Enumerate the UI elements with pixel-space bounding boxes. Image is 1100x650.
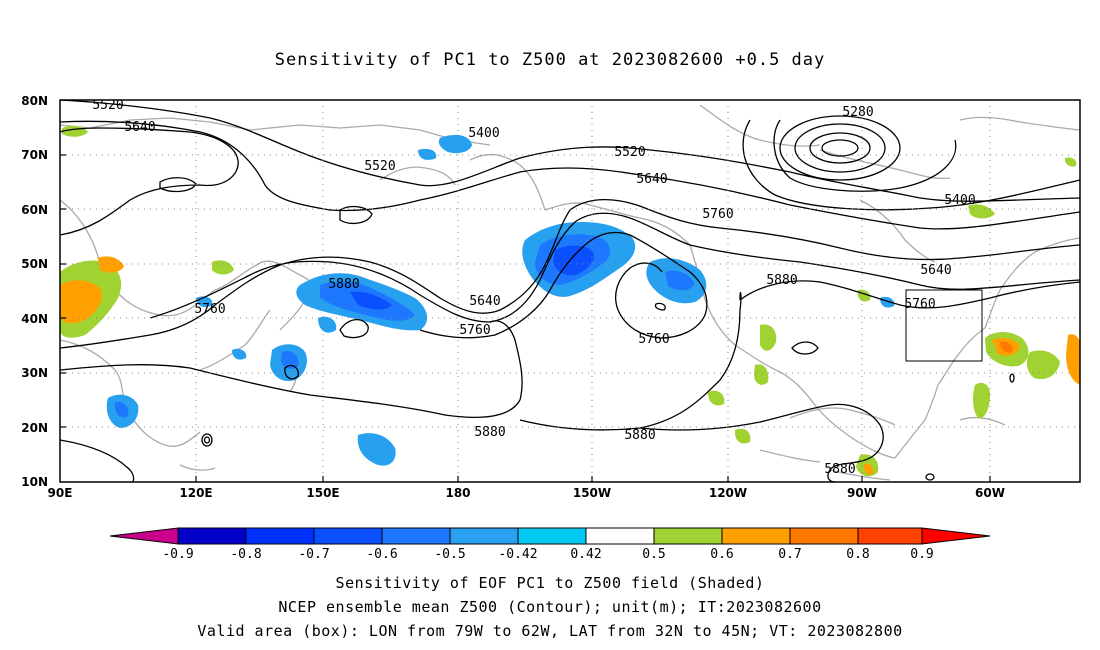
contour-label: 5880 bbox=[766, 273, 797, 288]
contour-label: 5880 bbox=[824, 462, 855, 477]
colorbar-segment bbox=[585, 527, 655, 545]
lon-label: 180 bbox=[445, 486, 470, 500]
lat-label: 30N bbox=[21, 366, 48, 380]
contour-label: 5640 bbox=[636, 172, 667, 187]
lat-label: 10N bbox=[21, 475, 48, 489]
contour-label: 5760 bbox=[702, 207, 733, 222]
caption-contour: NCEP ensemble mean Z500 (Contour); unit(… bbox=[278, 598, 822, 616]
contour-label: 5760 bbox=[638, 332, 669, 347]
colorbar: -0.9 -0.8 -0.7 -0.6 -0.5 -0.42 0.42 0.5 … bbox=[109, 527, 991, 562]
caption-valid-area: Valid area (box): LON from 79W to 62W, L… bbox=[197, 622, 903, 640]
valid-area-box bbox=[905, 289, 983, 362]
colorbar-segment bbox=[789, 527, 859, 545]
lon-label: 60W bbox=[975, 486, 1005, 500]
colorbar-label: 0.9 bbox=[910, 547, 933, 562]
colorbar-labels: -0.9 -0.8 -0.7 -0.6 -0.5 -0.42 0.42 0.5 … bbox=[162, 547, 933, 562]
colorbar-label: 0.8 bbox=[846, 547, 869, 562]
lat-label: 70N bbox=[21, 148, 48, 162]
colorbar-segment bbox=[653, 527, 723, 545]
z500-contours bbox=[60, 100, 1080, 482]
plot-title: Sensitivity of PC1 to Z500 at 2023082600… bbox=[274, 50, 826, 70]
contour-label: 5880 bbox=[328, 277, 359, 292]
contour-label: 5520 bbox=[364, 159, 395, 174]
lat-lon-grid bbox=[60, 100, 1080, 482]
colorbar-segment bbox=[857, 527, 923, 545]
colorbar-low-triangle bbox=[109, 527, 179, 545]
colorbar-label: -0.8 bbox=[230, 547, 261, 562]
caption-shading: Sensitivity of EOF PC1 to Z500 field (Sh… bbox=[335, 574, 765, 592]
lon-label: 120W bbox=[709, 486, 747, 500]
lon-label: 90W bbox=[847, 486, 877, 500]
colorbar-segment bbox=[517, 527, 587, 545]
colorbar-label: 0.5 bbox=[642, 547, 665, 562]
contour-label: 5280 bbox=[842, 105, 873, 120]
colorbar-segment bbox=[449, 527, 519, 545]
colorbar-segment bbox=[721, 527, 791, 545]
colorbar-label: -0.9 bbox=[162, 547, 193, 562]
lat-label: 60N bbox=[21, 203, 48, 217]
colorbar-label: -0.6 bbox=[366, 547, 397, 562]
contour-label: 5880 bbox=[624, 428, 655, 443]
colorbar-label: -0.5 bbox=[434, 547, 465, 562]
negative-sensitivity-shading bbox=[106, 134, 895, 466]
colorbar-segment bbox=[177, 527, 247, 545]
coastlines bbox=[60, 104, 1080, 481]
contour-label: 5880 bbox=[474, 425, 505, 440]
colorbar-label: -0.7 bbox=[298, 547, 329, 562]
map-frame bbox=[59, 99, 1081, 483]
colorbar-segment bbox=[381, 527, 451, 545]
longitude-labels: 90E 120E 150E 180 150W 120W 90W 60W bbox=[48, 486, 1005, 500]
lon-label: 150E bbox=[306, 486, 339, 500]
lon-label: 150W bbox=[573, 486, 611, 500]
axis-ticks bbox=[60, 154, 991, 482]
colorbar-label: 0.42 bbox=[570, 547, 601, 562]
contour-label: 5520 bbox=[614, 145, 645, 160]
colorbar-segment bbox=[245, 527, 315, 545]
lat-label: 40N bbox=[21, 312, 48, 326]
contour-label: 5760 bbox=[194, 302, 225, 317]
lon-label: 90E bbox=[48, 486, 73, 500]
lat-label: 20N bbox=[21, 421, 48, 435]
latitude-labels: 80N 70N 60N 50N 40N 30N 20N 10N bbox=[21, 94, 48, 489]
contour-label: 5640 bbox=[920, 263, 951, 278]
contour-label: 5760 bbox=[459, 323, 490, 338]
contour-label: 5520 bbox=[92, 98, 123, 113]
colorbar-high-triangle bbox=[921, 527, 991, 545]
lon-label: 120E bbox=[179, 486, 212, 500]
contour-labels: 5520 5640 5520 5400 5520 5640 5760 5280 … bbox=[92, 98, 975, 477]
contour-label: 5400 bbox=[468, 126, 499, 141]
colorbar-label: 0.6 bbox=[710, 547, 733, 562]
colorbar-label: 0.7 bbox=[778, 547, 801, 562]
contour-label: 5640 bbox=[124, 120, 155, 135]
contour-label: 5760 bbox=[904, 297, 935, 312]
positive-sensitivity-shading bbox=[60, 125, 1080, 477]
contour-label: 5640 bbox=[469, 294, 500, 309]
colorbar-segment bbox=[313, 527, 383, 545]
contour-label: 5400 bbox=[944, 193, 975, 208]
colorbar-label: -0.42 bbox=[498, 547, 537, 562]
lat-label: 50N bbox=[21, 257, 48, 271]
lat-label: 80N bbox=[21, 94, 48, 108]
